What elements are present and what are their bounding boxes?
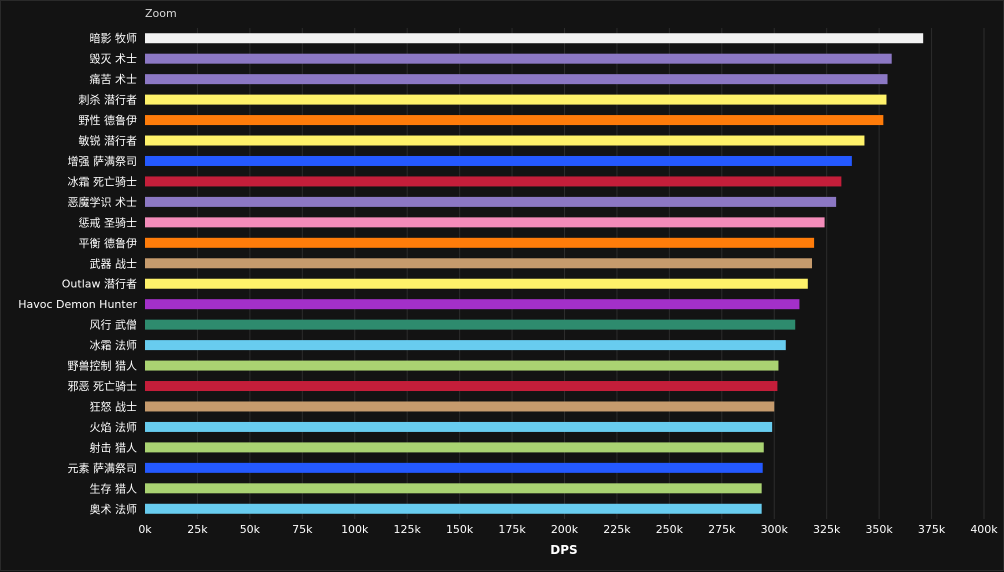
x-tick-label: 275k bbox=[708, 523, 736, 536]
category-label: 冰霜 法师 bbox=[90, 338, 138, 352]
category-label: 平衡 德鲁伊 bbox=[79, 236, 138, 250]
category-label: 毁灭 术士 bbox=[90, 52, 138, 66]
x-tick-label: 350k bbox=[865, 523, 893, 536]
category-label: Outlaw 潜行者 bbox=[62, 277, 137, 291]
x-tick-label: 75k bbox=[292, 523, 313, 536]
x-tick-label: 375k bbox=[918, 523, 946, 536]
bar[interactable] bbox=[145, 176, 842, 187]
x-tick-label: 300k bbox=[761, 523, 789, 536]
x-tick-label: 0k bbox=[138, 523, 152, 536]
bar[interactable] bbox=[145, 421, 773, 432]
bar[interactable] bbox=[145, 258, 813, 269]
category-label: 狂怒 战士 bbox=[90, 399, 138, 413]
x-tick-label: 400k bbox=[970, 523, 998, 536]
bar[interactable] bbox=[145, 442, 764, 453]
x-tick-label: 100k bbox=[341, 523, 369, 536]
x-axis-title: DPS bbox=[550, 543, 577, 557]
bar[interactable] bbox=[145, 94, 887, 105]
category-label: 武器 战士 bbox=[90, 257, 138, 270]
category-label: 惩戒 圣骑士 bbox=[79, 216, 138, 229]
bar[interactable] bbox=[145, 278, 808, 289]
x-tick-label: 225k bbox=[603, 523, 631, 536]
x-tick-label: 325k bbox=[813, 523, 841, 536]
category-label: 野兽控制 猎人 bbox=[68, 359, 138, 373]
bar[interactable] bbox=[145, 237, 815, 248]
bar[interactable] bbox=[145, 381, 778, 392]
category-label: 射击 猎人 bbox=[90, 440, 138, 454]
bar[interactable] bbox=[145, 483, 762, 494]
category-label: 敏锐 潜行者 bbox=[79, 134, 138, 148]
bar[interactable] bbox=[145, 340, 786, 351]
x-tick-label: 150k bbox=[446, 523, 474, 536]
category-label: 暗影 牧师 bbox=[90, 31, 138, 45]
category-label: 火焰 法师 bbox=[90, 420, 138, 434]
bar[interactable] bbox=[145, 503, 762, 514]
x-tick-label: 25k bbox=[187, 523, 208, 536]
bar[interactable] bbox=[145, 319, 796, 330]
category-label: 邪恶 死亡骑士 bbox=[68, 379, 138, 393]
bar[interactable] bbox=[145, 53, 892, 64]
x-tick-label: 50k bbox=[240, 523, 261, 536]
category-label: 冰霜 死亡骑士 bbox=[68, 174, 138, 188]
bars bbox=[145, 33, 924, 514]
category-label: 增强 萨满祭司 bbox=[68, 154, 138, 168]
bar[interactable] bbox=[145, 401, 775, 412]
bar[interactable] bbox=[145, 462, 763, 473]
x-tick-label: 250k bbox=[656, 523, 684, 536]
category-label: 风行 武僧 bbox=[90, 319, 138, 332]
x-tick-label: 125k bbox=[394, 523, 422, 536]
bar[interactable] bbox=[145, 74, 888, 85]
category-label: 元素 萨满祭司 bbox=[68, 462, 138, 475]
bar[interactable] bbox=[145, 217, 825, 228]
category-label: 奥术 法师 bbox=[90, 502, 138, 516]
bar[interactable] bbox=[145, 135, 865, 146]
category-label: 恶魔学识 术士 bbox=[68, 195, 138, 209]
zoom-button[interactable]: Zoom bbox=[145, 7, 177, 20]
bar[interactable] bbox=[145, 33, 924, 44]
bar[interactable] bbox=[145, 360, 779, 371]
category-label: 野性 德鲁伊 bbox=[79, 113, 138, 127]
bar[interactable] bbox=[145, 115, 884, 126]
x-tick-label: 175k bbox=[498, 523, 526, 536]
grid-lines bbox=[196, 28, 985, 519]
bar[interactable] bbox=[145, 155, 852, 166]
bar[interactable] bbox=[145, 196, 837, 207]
x-tick-label: 200k bbox=[551, 523, 579, 536]
category-label: 生存 猎人 bbox=[90, 481, 138, 495]
category-label: Havoc Demon Hunter bbox=[18, 298, 137, 311]
category-label: 刺杀 潜行者 bbox=[79, 93, 138, 107]
category-label: 痛苦 术士 bbox=[90, 72, 138, 86]
bar[interactable] bbox=[145, 299, 800, 310]
x-axis-ticks: 0k 25k 50k 75k 100k 125k 150k 175k 200k 225k 250k 2… bbox=[138, 523, 998, 536]
